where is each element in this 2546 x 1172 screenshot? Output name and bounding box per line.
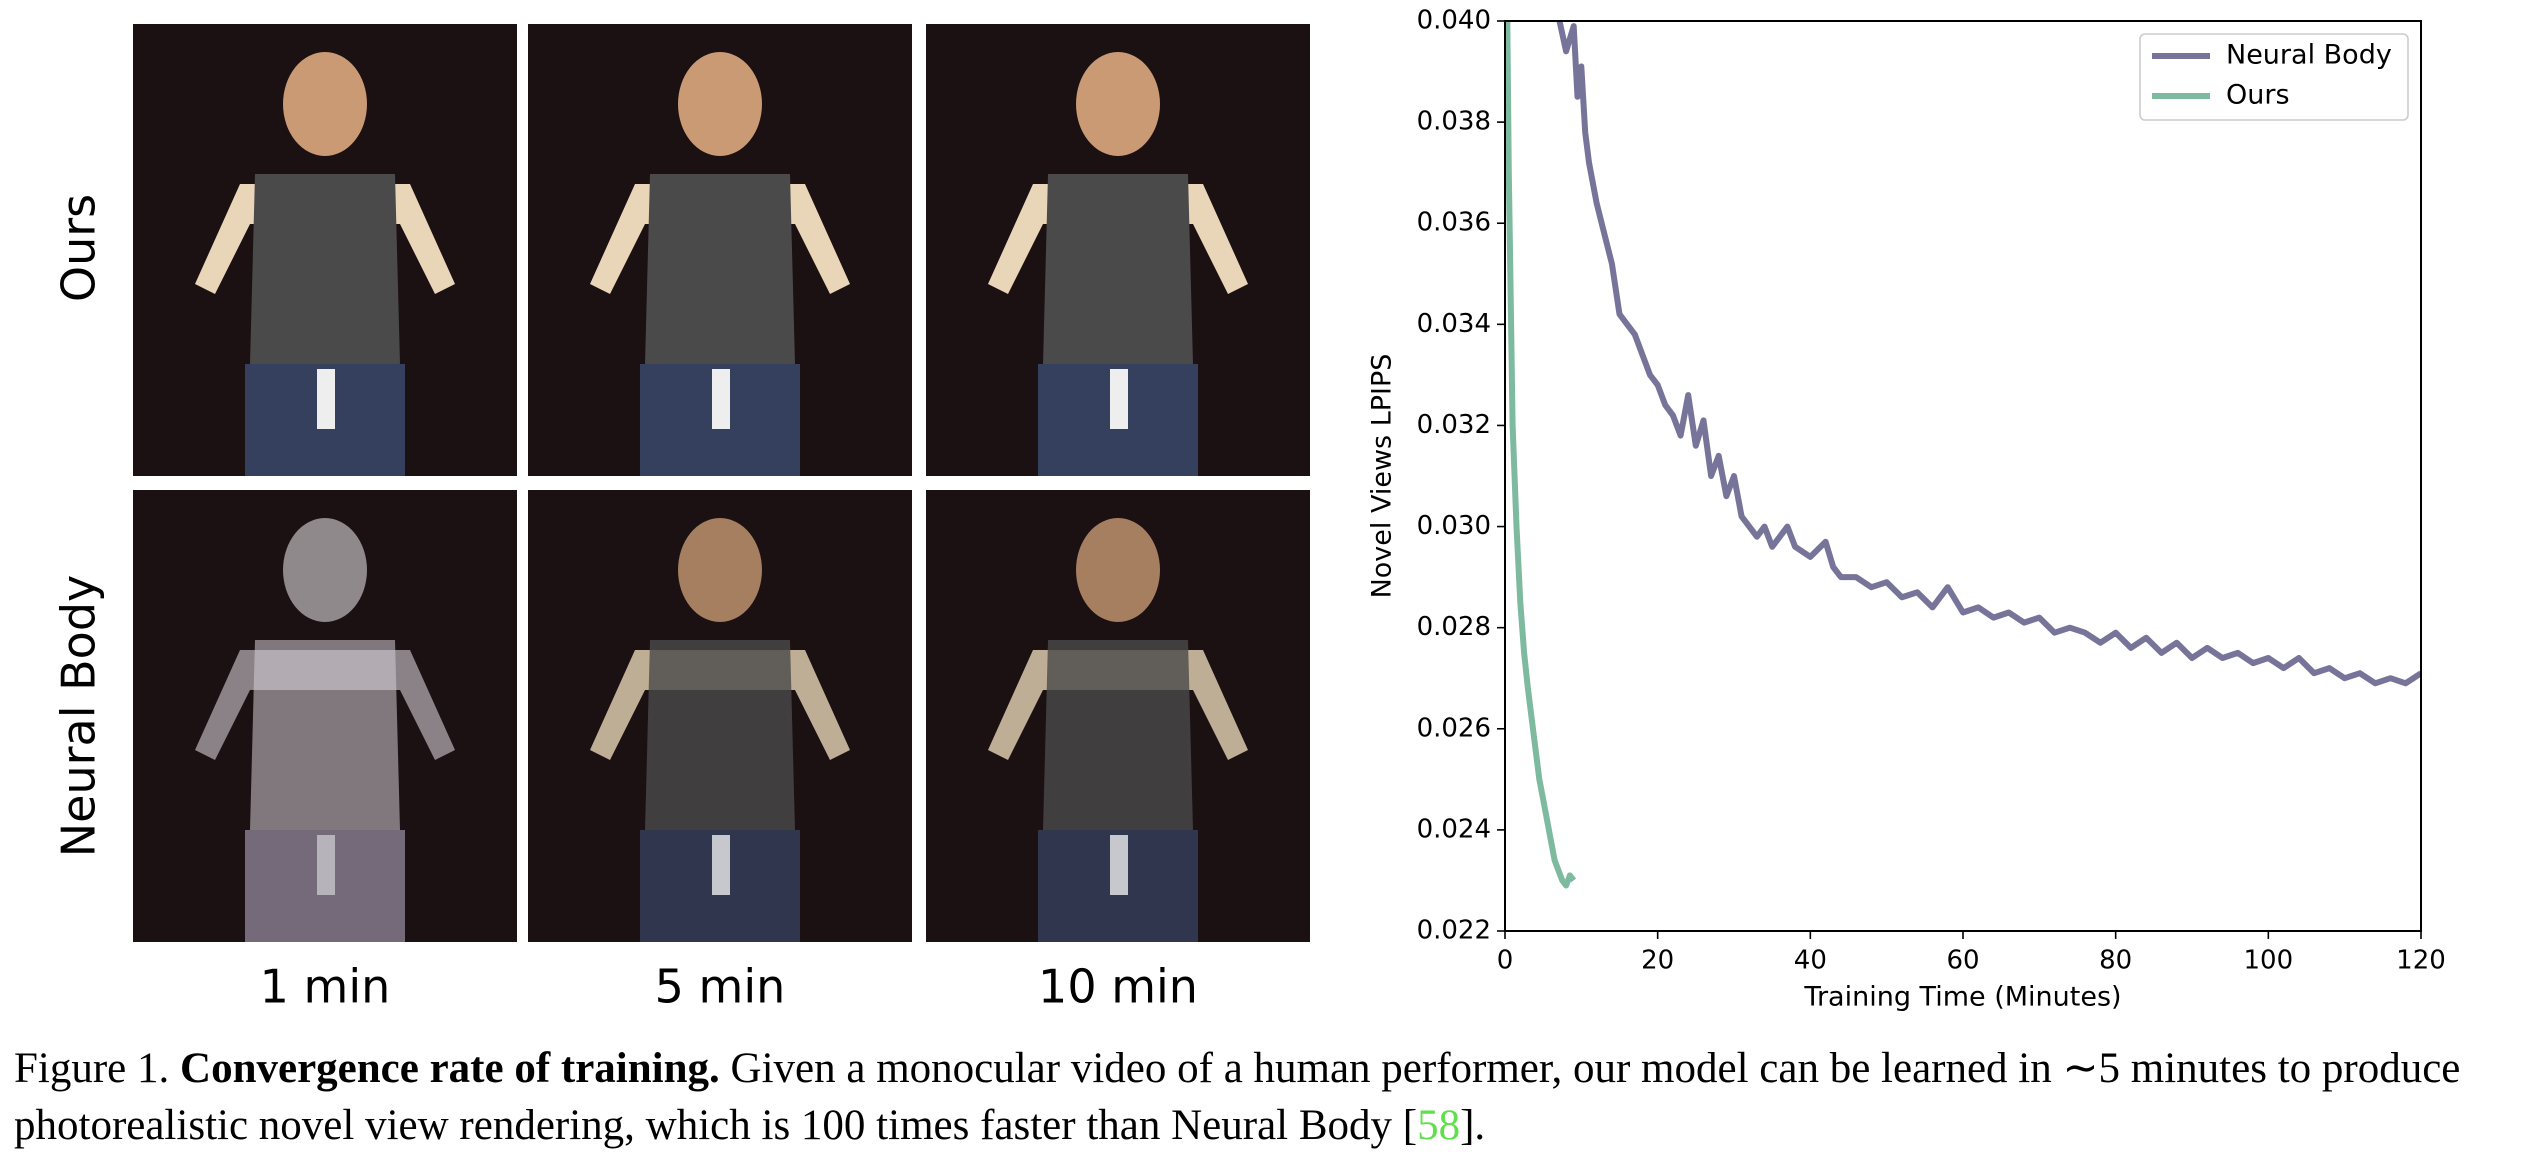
caption: Figure 1. Convergence rate of training. … xyxy=(14,1040,2539,1154)
citation[interactable]: 58 xyxy=(1417,1102,1461,1149)
x-tick-label: 20 xyxy=(1641,946,1674,976)
x-tick-label: 40 xyxy=(1794,946,1827,976)
line xyxy=(1505,21,1577,889)
y-tick-label: 0.028 xyxy=(1417,612,1491,642)
image-grid xyxy=(133,24,1310,942)
y-axis-label: Novel Views LPIPS xyxy=(1367,354,1398,599)
head xyxy=(283,518,367,622)
y-tick-label: 0.034 xyxy=(1417,309,1491,339)
torso xyxy=(1043,174,1193,364)
caption-label: Figure 1. xyxy=(14,1045,170,1092)
head xyxy=(1076,52,1160,156)
torso xyxy=(1043,640,1193,830)
head xyxy=(678,518,762,622)
belt xyxy=(712,369,730,429)
head xyxy=(678,52,762,156)
row-label: Neural Body xyxy=(52,575,106,858)
y-tick-label: 0.024 xyxy=(1417,814,1491,844)
figure: Ours Neural Body 1 min 5 min 10 min 0.02… xyxy=(52,6,2446,1014)
belt xyxy=(317,369,335,429)
photo xyxy=(528,24,912,476)
y-tick-label: 0.040 xyxy=(1417,6,1491,36)
y-tick-label: 0.036 xyxy=(1417,208,1491,238)
legend-label: Ours xyxy=(2226,80,2290,111)
photo xyxy=(528,490,912,942)
head xyxy=(1076,518,1160,622)
photo xyxy=(133,490,517,942)
column-label: 5 min xyxy=(655,960,786,1014)
photo xyxy=(133,24,517,476)
belt xyxy=(1110,369,1128,429)
x-tick-label: 120 xyxy=(2396,946,2446,976)
torso xyxy=(250,640,400,830)
caption-bold: Convergence rate of training. xyxy=(180,1045,720,1092)
belt xyxy=(1110,835,1128,895)
x-tick-label: 0 xyxy=(1497,946,1514,976)
y-tick-label: 0.026 xyxy=(1417,713,1491,743)
chart: 0.022 0.024 0.026 0.028 0.030 0.032 0.034 0.036… xyxy=(1367,6,2446,1013)
caption-text: Given a monocular video of a human perfo… xyxy=(14,1045,2461,1149)
row-label: Ours xyxy=(52,194,106,302)
y-tick-label: 0.022 xyxy=(1417,916,1491,946)
photo xyxy=(926,24,1310,476)
caption-end: ]. xyxy=(1460,1102,1486,1149)
legend-label: Neural Body xyxy=(2226,40,2392,71)
column-label: 1 min xyxy=(260,960,391,1014)
photo xyxy=(926,490,1310,942)
y-tick-label: 0.038 xyxy=(1417,107,1491,137)
line xyxy=(1556,21,2421,687)
head xyxy=(283,52,367,156)
column-label: 10 min xyxy=(1038,960,1198,1014)
x-axis-label: Training Time (Minutes) xyxy=(1803,982,2121,1013)
belt xyxy=(712,835,730,895)
x-tick-label: 80 xyxy=(2099,946,2132,976)
torso xyxy=(250,174,400,364)
torso xyxy=(645,640,795,830)
y-tick-label: 0.032 xyxy=(1417,410,1491,440)
x-tick-label: 60 xyxy=(1946,946,1979,976)
y-tick-label: 0.030 xyxy=(1417,511,1491,541)
torso xyxy=(645,174,795,364)
belt xyxy=(317,835,335,895)
x-tick-label: 100 xyxy=(2244,946,2294,976)
plot-frame xyxy=(1504,20,2422,932)
